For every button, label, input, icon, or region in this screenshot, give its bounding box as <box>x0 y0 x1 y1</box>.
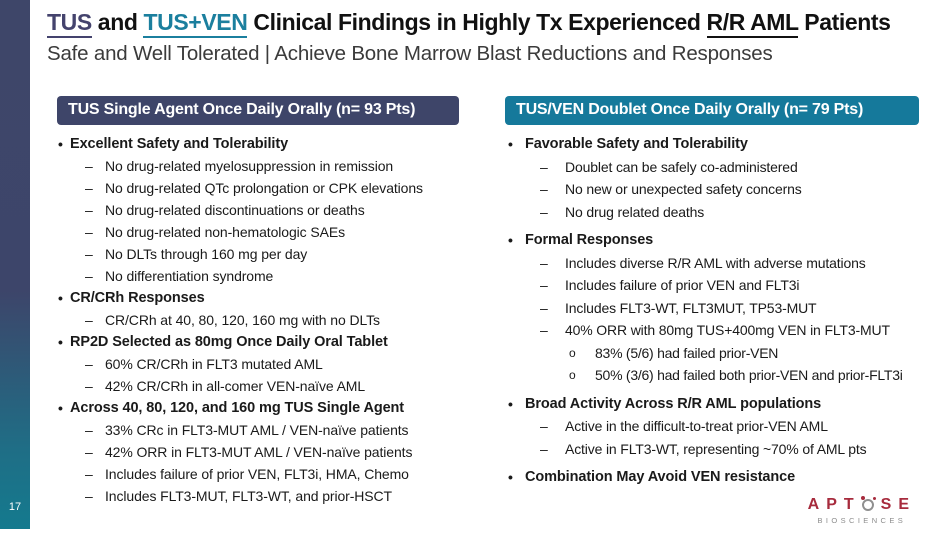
section-title: Excellent Safety and Tolerability <box>57 133 459 155</box>
title-rraml: R/R AML <box>706 9 799 38</box>
list-item: Active in the difficult-to-treat prior-V… <box>505 415 919 438</box>
aptose-logo: APT SE BIOSCIENCES <box>808 496 916 525</box>
list-item: No drug-related myelosuppression in remi… <box>57 155 459 177</box>
right-section-safety: Favorable Safety and Tolerability Double… <box>505 133 919 223</box>
page-number: 17 <box>8 501 22 513</box>
list-item: Includes FLT3-MUT, FLT3-WT, and prior-HS… <box>57 485 459 507</box>
list-item: 40% ORR with 80mg TUS+400mg VEN in FLT3-… <box>505 319 919 342</box>
page-title: TUS and TUS+VEN Clinical Findings in Hig… <box>47 9 891 38</box>
list-item: No drug-related QTc prolongation or CPK … <box>57 177 459 199</box>
title-middle: Clinical Findings in Highly Tx Experienc… <box>247 9 707 35</box>
section-title: Broad Activity Across R/R AML population… <box>505 393 919 416</box>
left-section-rp2d: RP2D Selected as 80mg Once Daily Oral Ta… <box>57 331 459 397</box>
title-tus: TUS <box>47 9 92 38</box>
title-patients: Patients <box>798 9 891 35</box>
list-item: Doublet can be safely co-administered <box>505 156 919 179</box>
list-item: CR/CRh at 40, 80, 120, 160 mg with no DL… <box>57 309 459 331</box>
list-item: No new or unexpected safety concerns <box>505 178 919 201</box>
list-item: Active in FLT3-WT, representing ~70% of … <box>505 438 919 461</box>
section-title: Across 40, 80, 120, and 160 mg TUS Singl… <box>57 397 459 419</box>
list-item: No DLTs through 160 mg per day <box>57 243 459 265</box>
right-panel: TUS/VEN Doublet Once Daily Orally (n= 79… <box>505 96 919 495</box>
logo-biosciences-label: BIOSCIENCES <box>817 516 907 525</box>
left-section-safety: Excellent Safety and Tolerability No dru… <box>57 133 459 287</box>
logo-molecule-o-icon <box>860 496 876 511</box>
list-item: 42% ORR in FLT3-MUT AML / VEN-naïve pati… <box>57 441 459 463</box>
right-panel-header: TUS/VEN Doublet Once Daily Orally (n= 79… <box>505 96 919 125</box>
section-title: RP2D Selected as 80mg Once Daily Oral Ta… <box>57 331 459 353</box>
page-sidebar: 17 <box>0 0 30 529</box>
logo-text-end: SE <box>880 496 916 513</box>
list-item: Includes failure of prior VEN and FLT3i <box>505 274 919 297</box>
left-panel-header: TUS Single Agent Once Daily Orally (n= 9… <box>57 96 459 125</box>
section-title: CR/CRh Responses <box>57 287 459 309</box>
right-section-responses: Formal Responses Includes diverse R/R AM… <box>505 229 919 387</box>
page-subtitle: Safe and Well Tolerated | Achieve Bone M… <box>47 42 773 65</box>
title-and: and <box>91 9 144 35</box>
list-item: Includes diverse R/R AML with adverse mu… <box>505 252 919 275</box>
right-section-combination: Combination May Avoid VEN resistance <box>505 466 919 489</box>
left-section-crcrh: CR/CRh Responses CR/CRh at 40, 80, 120, … <box>57 287 459 331</box>
title-tusven: TUS+VEN <box>143 9 248 38</box>
aptose-wordmark: APT SE <box>808 496 916 514</box>
left-panel: TUS Single Agent Once Daily Orally (n= 9… <box>57 96 459 507</box>
list-item: Includes failure of prior VEN, FLT3i, HM… <box>57 463 459 485</box>
list-item: No drug-related discontinuations or deat… <box>57 199 459 221</box>
section-title: Formal Responses <box>505 229 919 252</box>
section-title: Combination May Avoid VEN resistance <box>505 466 919 489</box>
list-item: 60% CR/CRh in FLT3 mutated AML <box>57 353 459 375</box>
sub-list-item: 83% (5/6) had failed prior-VEN <box>505 342 919 365</box>
list-item: No drug related deaths <box>505 201 919 224</box>
list-item: 33% CRc in FLT3-MUT AML / VEN-naïve pati… <box>57 419 459 441</box>
right-section-activity: Broad Activity Across R/R AML population… <box>505 393 919 461</box>
left-section-doses: Across 40, 80, 120, and 160 mg TUS Singl… <box>57 397 459 507</box>
sub-list-item: 50% (3/6) had failed both prior-VEN and … <box>505 364 919 387</box>
list-item: No drug-related non-hematologic SAEs <box>57 221 459 243</box>
logo-text-start: APT <box>807 496 861 513</box>
list-item: No differentiation syndrome <box>57 265 459 287</box>
list-item: 42% CR/CRh in all-comer VEN-naïve AML <box>57 375 459 397</box>
section-title: Favorable Safety and Tolerability <box>505 133 919 156</box>
list-item: Includes FLT3-WT, FLT3MUT, TP53-MUT <box>505 297 919 320</box>
